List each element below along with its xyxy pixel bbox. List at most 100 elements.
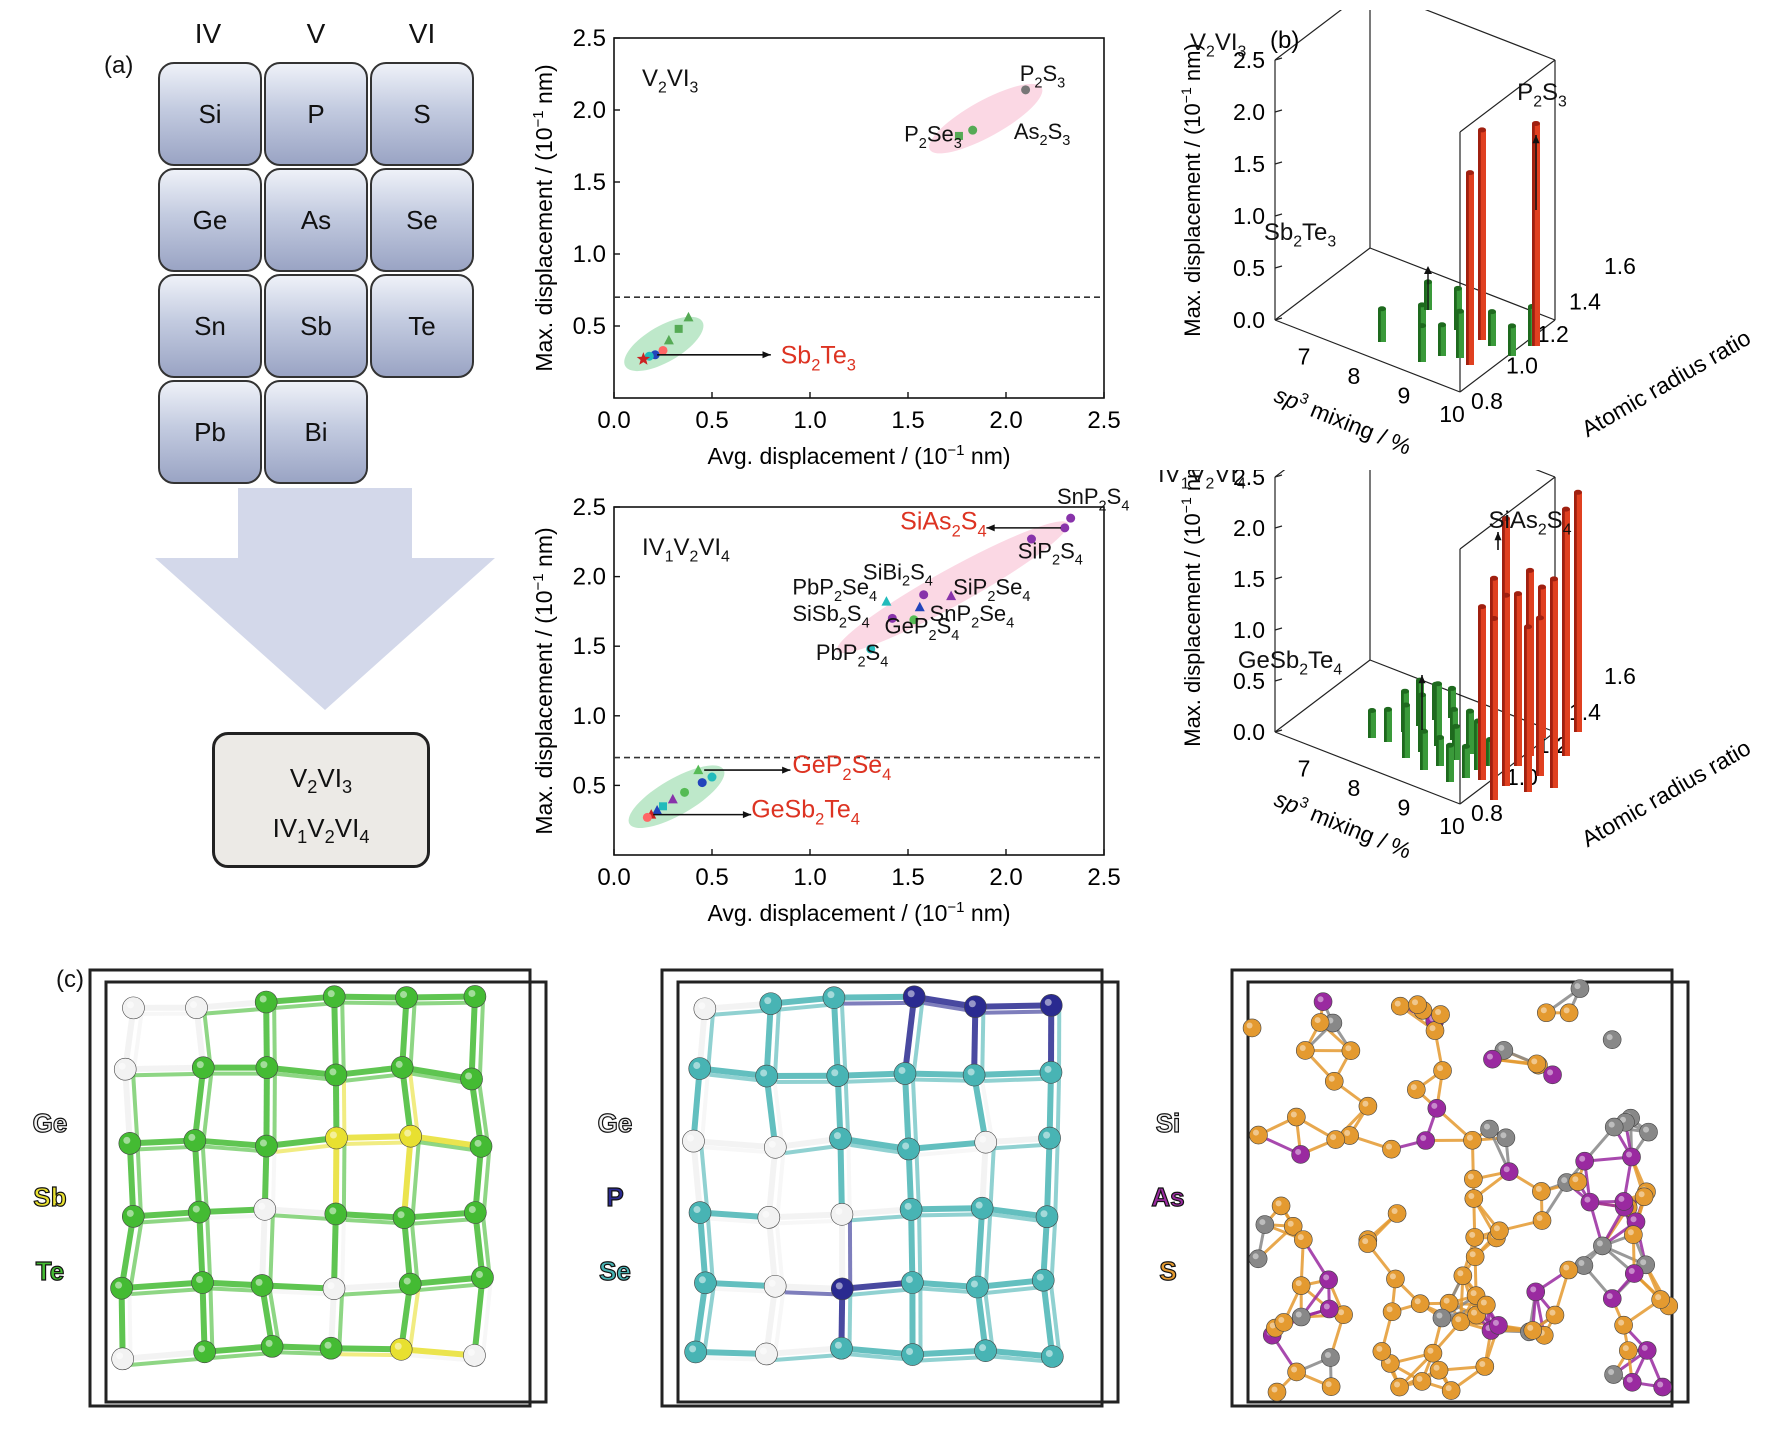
x-tick-label: 0.0 — [597, 864, 630, 891]
z-tick-mark — [1274, 627, 1283, 631]
bonds — [690, 993, 1063, 1365]
z-tick-label: 2.5 — [1233, 470, 1265, 490]
element-cell-te: Te — [370, 274, 474, 378]
x-tick-label: 2.5 — [1087, 864, 1120, 891]
data-point — [968, 125, 978, 135]
data-point — [866, 644, 876, 654]
data-point — [707, 772, 717, 782]
result-v2vi3: V2VI3 — [289, 763, 353, 798]
bar3d-bar — [1478, 604, 1486, 780]
panel-b-label: (b) — [1270, 27, 1299, 54]
annotation-sb2te3: Sb2Te3 — [1264, 219, 1337, 251]
y-tick-label: 2.0 — [573, 97, 606, 124]
y-tick-label: 0.8 — [1471, 800, 1503, 826]
bar3d-bar — [1420, 728, 1428, 770]
element-cell-sn: Sn — [158, 274, 262, 378]
column-header-iv: IV — [194, 18, 222, 49]
bar3d-chart-iv1v2vi4: 0.00.51.01.52.02.5789100.81.01.21.41.6Ma… — [1160, 470, 1755, 864]
data-point — [1021, 85, 1031, 95]
z-tick-label: 0.5 — [1233, 255, 1265, 281]
z-axis-label: Max. displacement / (10−1 nm) — [1178, 43, 1205, 337]
bonds — [1256, 987, 1671, 1394]
z-tick-mark — [1274, 525, 1283, 529]
data-point — [683, 311, 694, 322]
bar3d-bar — [1438, 322, 1446, 356]
z-tick-mark — [1274, 161, 1283, 165]
x-tick-label: 7 — [1298, 343, 1311, 369]
x-tick-label: 2.5 — [1087, 407, 1120, 434]
z-axis-label: Max. displacement / (10−1 nm) — [1178, 470, 1205, 747]
data-point — [946, 590, 957, 601]
data-point — [1026, 534, 1036, 544]
z-tick-mark — [1274, 317, 1283, 321]
cell-box-back — [104, 980, 548, 1404]
x-tick-label: 1.0 — [793, 864, 826, 891]
y-tick-label: 1.0 — [1506, 764, 1538, 790]
bar3d-bar — [1514, 591, 1522, 766]
bar3d-bar — [1478, 127, 1486, 340]
z-tick-mark — [1274, 213, 1283, 217]
bar3d-chart-v2vi3: 0.00.51.01.52.02.5789100.81.01.21.41.6Ma… — [1178, 10, 1755, 460]
y-tick-label: 1.4 — [1569, 289, 1601, 315]
bar3d-bar — [1562, 506, 1570, 756]
z-tick-mark — [1274, 678, 1283, 682]
bar3d-bar — [1436, 734, 1444, 766]
bar3d-bar — [1466, 170, 1474, 365]
element-cell-s: S — [370, 62, 474, 166]
bar3d-bar — [1508, 323, 1516, 356]
x-tick-label: 1.5 — [891, 407, 924, 434]
data-point — [1066, 513, 1076, 523]
y-tick-label: 2.0 — [573, 564, 606, 591]
z-tick-label: 0.5 — [1233, 668, 1265, 694]
element-cell-si: Si — [158, 62, 262, 166]
data-point — [887, 613, 897, 623]
bar3d-bar — [1490, 615, 1498, 800]
data-point — [881, 596, 892, 606]
result-iv1v2vi4: IV1V2VI4 — [272, 813, 370, 848]
data-point — [914, 601, 925, 612]
point-label: SiBi2S4 — [863, 559, 933, 589]
point-label: Sb2Te3 — [781, 341, 856, 374]
cell-box-front — [1230, 968, 1674, 1408]
z-tick-label: 2.0 — [1233, 99, 1265, 125]
atoms — [682, 985, 1064, 1368]
z-tick-mark — [1274, 576, 1283, 580]
result-compositions-box: V2VI3 IV1V2VI4 — [212, 732, 430, 868]
x-axis-label: sp3 mixing / % — [1271, 380, 1416, 459]
z-tick-label: 0.0 — [1233, 719, 1265, 745]
siass-pointer-arrow-head — [986, 524, 995, 532]
bar3d-bar — [1550, 576, 1558, 788]
legend-te-1: Te — [35, 1255, 65, 1286]
structure-gesbte — [88, 968, 548, 1408]
bonds — [118, 993, 493, 1367]
bar3d-frame — [1274, 10, 1556, 393]
x-axis-label: sp3 mixing / % — [1271, 784, 1416, 863]
data-point — [1060, 523, 1070, 533]
bar3d-bar — [1536, 615, 1544, 776]
data-point — [658, 345, 668, 355]
element-cell-ge: Ge — [158, 168, 262, 272]
x-tick-label: 2.0 — [989, 407, 1022, 434]
legend-si-3: Si — [1155, 1107, 1181, 1138]
y-tick-label: 1.2 — [1537, 321, 1569, 347]
y-tick-label: 1.6 — [1604, 663, 1636, 689]
x-axis-label: Avg. displacement / (10−1 nm) — [707, 899, 1010, 926]
point-label: PbP2S4 — [816, 640, 888, 670]
legend-sb-1: Sb — [33, 1181, 67, 1212]
y-tick-label: 0.5 — [573, 313, 606, 340]
x-tick-label: 10 — [1439, 401, 1465, 427]
cell-box-front — [660, 968, 1104, 1408]
y-axis-label: Max. displacement / (10−1 nm) — [530, 64, 557, 371]
column-header-v: V — [306, 18, 326, 49]
y-tick-label: 1.4 — [1569, 699, 1601, 725]
element-cell-pb: Pb — [158, 380, 262, 484]
y-tick-label: 1.0 — [1506, 352, 1538, 378]
siass-3d-arrow-head — [1494, 532, 1502, 541]
gesbte-3d-arrow-head — [1418, 675, 1426, 684]
legend-ge-1: Ge — [32, 1107, 68, 1138]
point-label: P2Se3 — [904, 122, 962, 152]
x-axis-label: Avg. displacement / (10−1 nm) — [707, 442, 1010, 469]
data-point — [652, 804, 663, 815]
x-tick-label: 9 — [1398, 794, 1411, 820]
y-tick-label: 1.6 — [1604, 253, 1636, 279]
